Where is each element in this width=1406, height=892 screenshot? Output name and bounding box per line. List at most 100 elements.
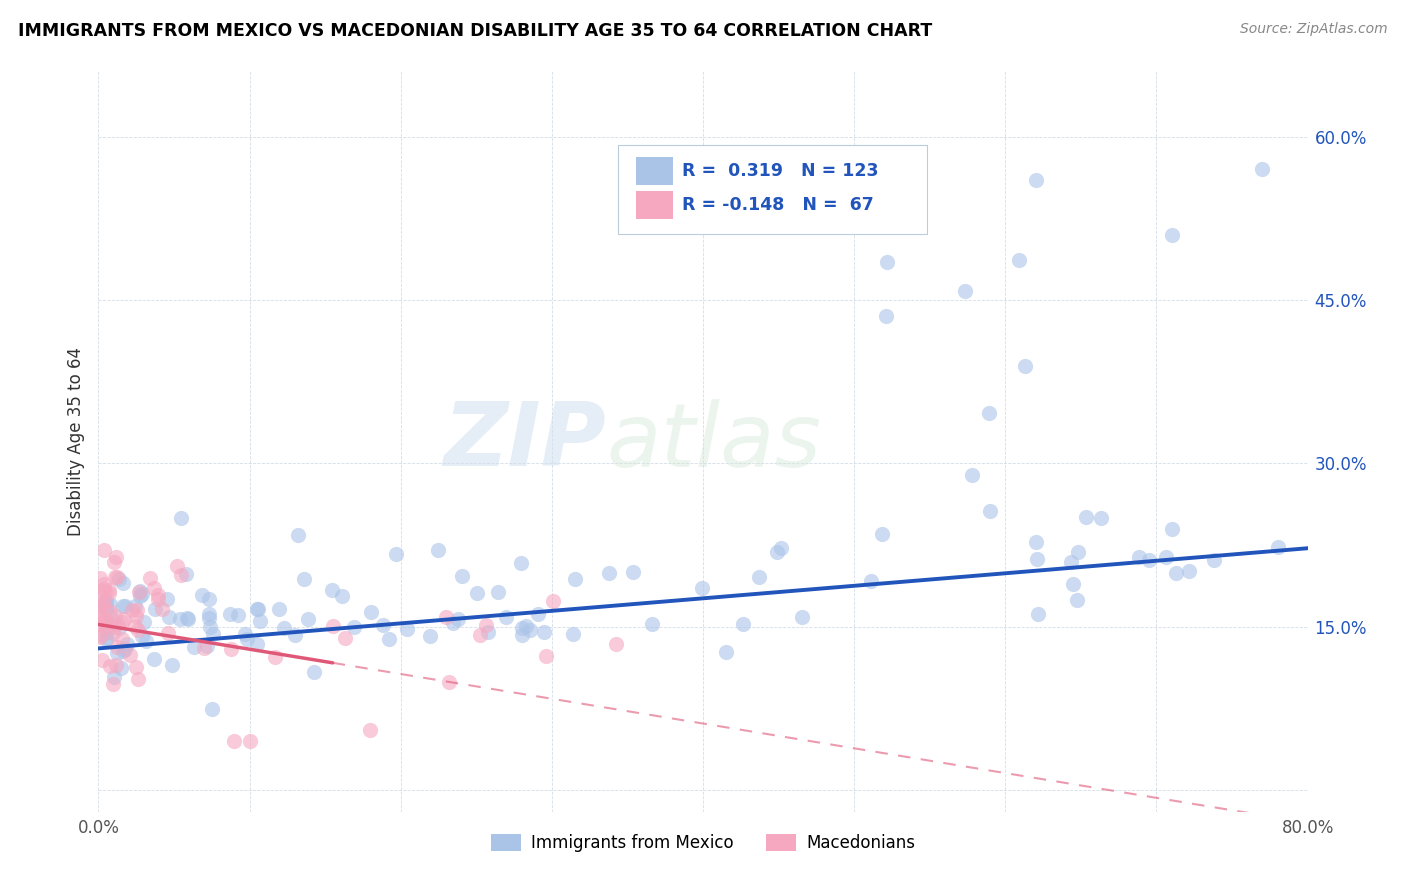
- Point: [110, 660, 132, 674]
- Point: [191, 588, 214, 602]
- Point: [451, 569, 474, 583]
- Point: [93, 582, 115, 596]
- Point: [598, 566, 620, 581]
- Point: [292, 573, 315, 587]
- Point: [89, 599, 111, 614]
- Point: [150, 602, 173, 616]
- Point: [979, 406, 1001, 420]
- Point: [90, 610, 112, 624]
- Point: [979, 504, 1001, 518]
- Point: [246, 637, 269, 651]
- Point: [124, 619, 146, 633]
- Point: [477, 624, 499, 639]
- Point: [105, 616, 128, 631]
- Point: [98, 597, 121, 611]
- Point: [287, 528, 309, 542]
- Point: [90, 596, 112, 610]
- Point: [94, 595, 117, 609]
- Point: [1062, 576, 1084, 591]
- Point: [872, 527, 894, 541]
- Point: [1060, 555, 1083, 569]
- Point: [953, 285, 976, 299]
- Point: [103, 620, 125, 634]
- Point: [198, 620, 221, 634]
- Point: [89, 617, 111, 632]
- Point: [510, 628, 533, 642]
- Point: [96, 620, 118, 634]
- Point: [105, 640, 128, 654]
- Point: [1090, 510, 1112, 524]
- Point: [467, 585, 489, 599]
- Point: [200, 702, 222, 716]
- Point: [129, 584, 152, 599]
- Point: [486, 584, 509, 599]
- Point: [426, 543, 449, 558]
- Point: [94, 624, 117, 639]
- Point: [434, 610, 457, 624]
- Point: [105, 657, 128, 672]
- Point: [731, 617, 754, 632]
- Point: [1026, 607, 1049, 621]
- Point: [103, 670, 125, 684]
- Point: [114, 641, 136, 656]
- Point: [509, 556, 531, 570]
- Point: [105, 550, 128, 565]
- Point: [360, 723, 382, 737]
- Point: [94, 632, 117, 646]
- Point: [236, 632, 259, 646]
- Point: [96, 613, 118, 627]
- Point: [169, 611, 191, 625]
- Point: [118, 648, 141, 663]
- Point: [170, 511, 193, 525]
- Point: [125, 608, 148, 623]
- Point: [124, 599, 146, 613]
- Point: [100, 610, 122, 624]
- Point: [176, 611, 198, 625]
- Point: [89, 609, 111, 624]
- Point: [111, 575, 134, 590]
- Point: [93, 612, 115, 626]
- Point: [219, 642, 242, 657]
- Point: [143, 582, 166, 596]
- Point: [166, 558, 188, 573]
- Legend: Immigrants from Mexico, Macedonians: Immigrants from Mexico, Macedonians: [484, 828, 922, 859]
- Point: [267, 602, 290, 616]
- Point: [1251, 162, 1274, 177]
- Text: R = -0.148   N =  67: R = -0.148 N = 67: [682, 196, 875, 214]
- Point: [1128, 550, 1150, 565]
- Point: [419, 629, 441, 643]
- Point: [93, 596, 115, 610]
- Point: [127, 673, 149, 687]
- Point: [90, 584, 112, 599]
- Point: [395, 622, 418, 636]
- Point: [385, 547, 408, 561]
- Point: [1166, 566, 1188, 581]
- Point: [1161, 522, 1184, 536]
- Text: ZIP: ZIP: [443, 398, 606, 485]
- Point: [470, 628, 492, 642]
- Point: [605, 637, 627, 651]
- Point: [129, 589, 152, 603]
- Point: [148, 592, 170, 607]
- Point: [1202, 553, 1225, 567]
- Text: Source: ZipAtlas.com: Source: ZipAtlas.com: [1240, 22, 1388, 37]
- Point: [111, 644, 134, 658]
- Point: [105, 570, 128, 584]
- Point: [127, 623, 149, 637]
- Point: [297, 612, 319, 626]
- Point: [104, 570, 127, 584]
- Point: [1024, 173, 1046, 187]
- Point: [716, 645, 738, 659]
- Point: [564, 572, 586, 586]
- Point: [1137, 552, 1160, 566]
- Point: [1160, 227, 1182, 242]
- Point: [876, 255, 898, 269]
- Point: [111, 632, 134, 647]
- Text: IMMIGRANTS FROM MEXICO VS MACEDONIAN DISABILITY AGE 35 TO 64 CORRELATION CHART: IMMIGRANTS FROM MEXICO VS MACEDONIAN DIS…: [18, 22, 932, 40]
- Point: [101, 677, 124, 691]
- Point: [495, 610, 517, 624]
- FancyBboxPatch shape: [619, 145, 927, 235]
- Point: [143, 602, 166, 616]
- Point: [515, 618, 537, 632]
- Point: [641, 616, 664, 631]
